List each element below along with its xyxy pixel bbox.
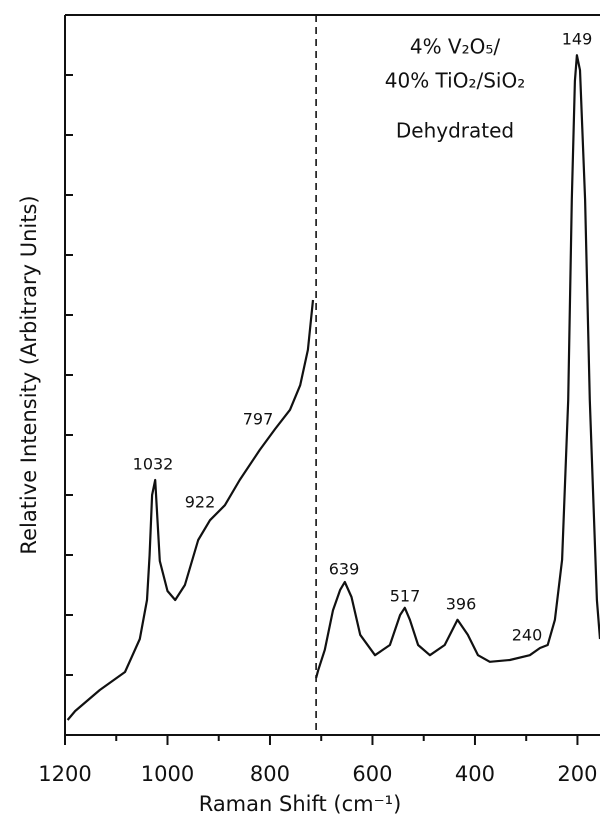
x-tick-label: 200 (557, 762, 597, 786)
spectrum-line (315, 54, 600, 679)
peak-label: 1032 (133, 455, 174, 474)
peak-label: 149 (562, 30, 593, 49)
x-tick-label: 1000 (141, 762, 194, 786)
sample-label: 40% TiO₂/SiO₂ (385, 69, 525, 93)
sample-label: Dehydrated (396, 119, 514, 143)
peak-label: 922 (185, 493, 216, 512)
x-tick-label: 400 (455, 762, 495, 786)
peak-label: 517 (390, 587, 421, 606)
x-tick-label: 1200 (38, 762, 91, 786)
peak-label: 240 (512, 626, 543, 645)
sample-label: 4% V₂O₅/ (410, 35, 501, 59)
peak-label: 797 (243, 410, 274, 429)
peak-label: 396 (446, 595, 477, 614)
x-tick-label: 800 (250, 762, 290, 786)
spectrum-line (66, 299, 315, 721)
peak-label: 639 (329, 560, 360, 579)
x-tick-label: 600 (352, 762, 392, 786)
y-axis-title: Relative Intensity (Arbitrary Units) (17, 195, 41, 554)
x-axis-title: Raman Shift (cm⁻¹) (199, 792, 402, 816)
